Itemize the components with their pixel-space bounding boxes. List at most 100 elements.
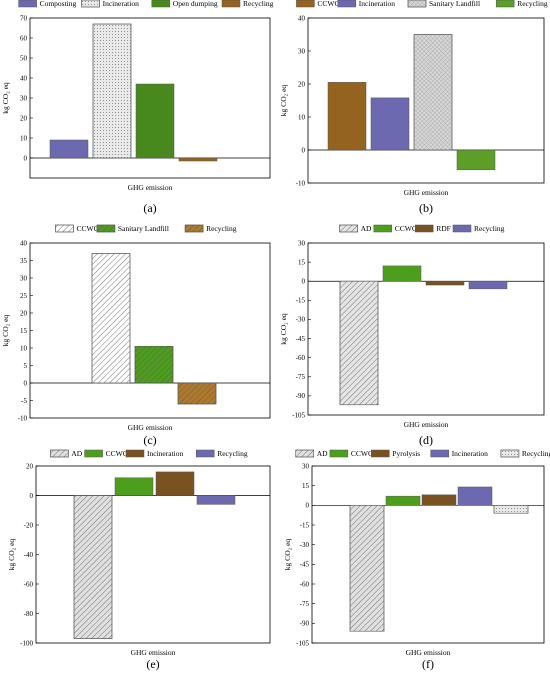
y-axis-label: kg CO₂ eq: [1, 82, 10, 114]
y-axis-label: kg CO₂ eq: [1, 315, 10, 347]
y-tick-label: 40: [20, 239, 28, 247]
y-tick-label: -60: [296, 354, 306, 362]
x-axis-label: GHG emission: [406, 648, 451, 657]
legend-swatch: [414, 224, 434, 233]
y-tick-label: 20: [20, 309, 28, 317]
legend-swatch: [296, 0, 315, 8]
legend-entry: Open dumping: [173, 0, 218, 8]
y-tick-label: -45: [296, 335, 306, 343]
legend-entry: Recycling: [217, 449, 248, 458]
legend-swatch-pattern: [407, 0, 427, 8]
legend-entry: Recycling: [517, 0, 548, 8]
y-tick-label: -60: [300, 580, 310, 588]
y-tick-label: -80: [24, 610, 34, 618]
plot-frame: [307, 242, 545, 416]
y-tick-label: 5: [24, 362, 28, 370]
legend-swatch: [430, 449, 449, 458]
bar-pattern-incineration: [92, 23, 132, 159]
y-tick-label: 0: [24, 154, 28, 162]
legend-swatch: [195, 449, 215, 458]
y-axis-label: kg CO₂ eq: [279, 313, 288, 345]
y-tick-label: 60: [20, 34, 28, 42]
y-tick-label: 50: [20, 54, 28, 62]
chart-panel-5: -100 -80 -60 -40 -20 0 20 kg CO₂ eq GHG emission…: [7, 449, 271, 671]
legend-entry: Incineration: [452, 449, 488, 458]
bar-pattern-ad: [349, 505, 385, 632]
y-tick-label: 40: [298, 14, 306, 22]
legend-swatch: [221, 0, 241, 8]
legend-entry: Pyrolysis: [392, 449, 420, 458]
y-tick-label: -105: [296, 639, 309, 647]
y-tick-label: -15: [296, 297, 306, 305]
y-tick-label: -75: [300, 600, 310, 608]
y-tick-label: 10: [298, 113, 306, 121]
y-tick-label: 20: [298, 80, 306, 88]
bar-pattern-ccwc: [91, 253, 131, 384]
plot-frame: [311, 465, 545, 644]
y-axis-label: kg CO₂ eq: [279, 85, 288, 117]
chart-panel-1: 0 10 20 30 40 50 60 70 kg CO₂ eq GHG emission Comp…: [1, 0, 274, 215]
legend-swatch: [373, 224, 393, 233]
panel-label: (c): [143, 433, 156, 447]
y-tick-label: -40: [24, 551, 34, 559]
bar-ccwc: [382, 265, 422, 282]
panel-label: (e): [146, 657, 159, 671]
x-axis-label: GHG emission: [404, 420, 449, 429]
y-tick-label: 15: [302, 482, 310, 490]
legend-swatch: [329, 449, 349, 458]
y-tick-label: -15: [300, 521, 310, 529]
legend-swatch: [18, 0, 37, 8]
legend-swatch: [84, 449, 103, 458]
y-tick-label: 30: [302, 462, 310, 470]
y-tick-label: 30: [298, 47, 306, 55]
legend-entry: AD: [317, 449, 328, 458]
legend-swatch-pattern: [50, 449, 69, 458]
panel-label: (b): [419, 201, 433, 215]
legend-entry: Incineration: [359, 0, 395, 8]
y-tick-label: -60: [24, 580, 34, 588]
bar-recycling: [196, 495, 236, 505]
bar-ccwc: [114, 477, 154, 496]
legend-entry: Recycling: [243, 0, 274, 8]
legend-entry: Recycling: [206, 224, 237, 233]
legend-swatch-pattern: [55, 224, 74, 233]
y-axis-label: kg CO₂ eq: [7, 539, 16, 571]
y-tick-label: -105: [292, 411, 305, 419]
legend-entry: Sanitary Landfill: [429, 0, 480, 8]
y-tick-label: -100: [20, 639, 33, 647]
legend-swatch-pattern: [184, 224, 204, 233]
legend-entry: AD: [361, 224, 372, 233]
legend-entry: CCWC: [77, 224, 99, 233]
legend-entry: Recycling: [522, 449, 550, 458]
legend-swatch: [151, 0, 171, 8]
x-axis-label: GHG emission: [131, 648, 176, 657]
bar-pattern-recycling: [493, 505, 529, 514]
y-tick-label: 0: [302, 146, 306, 154]
y-tick-label: 10: [20, 344, 28, 352]
y-axis-label: kg CO₂ eq: [283, 539, 292, 571]
y-tick-label: -75: [296, 373, 306, 381]
y-tick-label: 30: [20, 94, 28, 102]
panel-label: (f): [422, 657, 434, 671]
x-axis-label: GHG emission: [128, 423, 173, 432]
chart-panel-3: -10 -5 0 5 10 15 20 25 30 35 40 kg CO₂ eq GHG emissi…: [1, 224, 271, 447]
y-tick-label: 40: [20, 74, 28, 82]
legend-entry: CCWC: [317, 0, 339, 8]
chart-panel-4: -105 -90 -75 -60 -45 -30 -15 0 15 30 kg CO₂ eq GHG …: [279, 224, 545, 447]
bar-incineration: [457, 486, 493, 506]
y-tick-label: -10: [296, 179, 306, 187]
legend-entry: CCWC: [106, 449, 128, 458]
bar-ccwc: [385, 495, 421, 506]
bar-composting: [49, 139, 89, 159]
plot-frame: [29, 242, 271, 419]
legend-swatch-pattern: [96, 224, 116, 233]
y-tick-label: 25: [20, 292, 28, 300]
y-tick-label: 0: [30, 492, 34, 500]
legend-swatch: [371, 449, 390, 458]
y-tick-label: 30: [298, 239, 306, 247]
bar-pattern-recycling: [177, 382, 217, 405]
y-tick-label: 35: [20, 257, 28, 265]
bar-open-dumping: [135, 83, 175, 159]
legend-entry: CCWC: [395, 224, 417, 233]
y-tick-label: -90: [296, 392, 306, 400]
